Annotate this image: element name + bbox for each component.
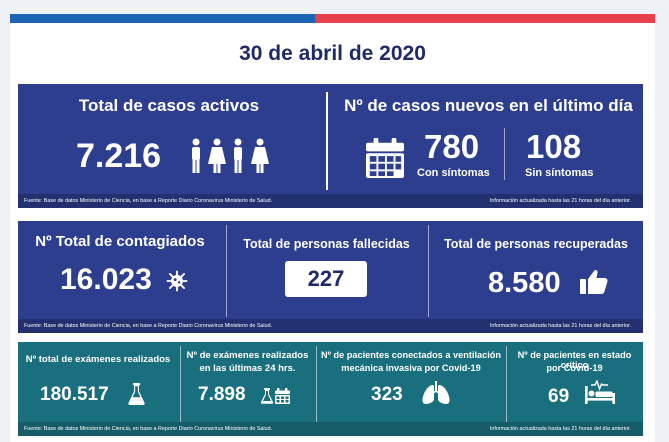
total-infected-value: 16.023 — [60, 263, 152, 296]
critical-title-line1: Nº de pacientes en estado crítico — [517, 350, 632, 370]
total-recovered-title: Total de personas recuperadas — [444, 237, 628, 251]
total-deaths-value: 227 — [307, 266, 345, 291]
lungs-icon — [422, 381, 450, 404]
middle-divider-2 — [428, 225, 429, 317]
new-cases-title: Nº de casos nuevos en el último día — [344, 96, 633, 115]
bottom-divider-2 — [316, 346, 317, 422]
bottom-source-note: Fuente: Base de datos Ministerio de Cien… — [24, 426, 273, 432]
critical-title-line2: por Covid-19 — [546, 363, 603, 373]
total-exams-title: Nº total de exámenes realizados — [25, 354, 171, 365]
bottom-divider-3 — [506, 346, 507, 422]
flag-stripe-blue — [10, 14, 315, 23]
active-cases-value: 7.216 — [76, 137, 162, 175]
ventilation-title-line1: Nº de pacientes conectados a ventilación — [320, 350, 502, 360]
top-updated-note: Información actualizada hasta las 21 hor… — [489, 198, 631, 204]
covid-report-card: 30 de abril de 2020 Total de casos activ… — [10, 14, 655, 442]
bottom-panel-footer: Fuente: Base de datos Ministerio de Cien… — [18, 422, 643, 436]
ventilation-title-line2: mecánica invasiva por Covid-19 — [341, 363, 481, 373]
bottom-panel: Nº total de exámenes realizados 180.517 … — [18, 342, 643, 436]
bottom-divider-1 — [180, 346, 181, 422]
with-symptoms-value: 780 — [424, 128, 480, 165]
flag-stripe-red — [315, 14, 655, 23]
virus-icon — [166, 270, 188, 292]
total-exams-value: 180.517 — [40, 384, 109, 405]
exams-24h-title-line1: Nº de exámenes realizados — [186, 350, 309, 361]
total-recovered-value: 8.580 — [488, 267, 561, 299]
total-deaths-title: Total de personas fallecidas — [243, 237, 410, 251]
calendar-icon — [366, 138, 404, 178]
exams-24h-title-line2: en las últimas 24 hrs. — [199, 363, 296, 374]
middle-source-note: Fuente: Base de datos Ministerio de Cien… — [24, 323, 273, 329]
flask-icon — [128, 383, 145, 405]
thumbs-up-icon — [580, 270, 608, 294]
ventilation-value: 323 — [371, 384, 403, 405]
hospital-bed-icon — [585, 380, 615, 404]
without-symptoms-value: 108 — [526, 128, 582, 165]
total-infected-title: Nº Total de contagiados — [35, 233, 205, 250]
middle-divider-1 — [226, 225, 227, 317]
with-symptoms-label: Con síntomas — [417, 167, 490, 179]
report-date: 30 de abril de 2020 — [239, 42, 426, 65]
new-cases-divider — [504, 128, 505, 180]
active-cases-title: Total de casos activos — [78, 96, 260, 115]
top-panel-footer: Fuente: Base de datos Ministerio de Cien… — [18, 194, 643, 208]
people-icon — [192, 138, 269, 173]
middle-panel: Nº Total de contagiados 16.023 Total de … — [18, 221, 643, 333]
top-source-note: Fuente: Base de datos Ministerio de Cien… — [24, 198, 273, 204]
bottom-updated-note: Información actualizada hasta las 21 hor… — [489, 426, 631, 432]
without-symptoms-label: Sin síntomas — [525, 167, 594, 179]
top-panel: Total de casos activos 7.216 — [18, 84, 643, 208]
flask-calendar-icon — [261, 388, 290, 404]
exams-24h-value: 7.898 — [198, 384, 246, 405]
critical-value: 69 — [548, 386, 570, 407]
middle-panel-footer: Fuente: Base de datos Ministerio de Cien… — [18, 319, 643, 333]
total-deaths-box: 227 — [285, 261, 367, 297]
middle-updated-note: Información actualizada hasta las 21 hor… — [489, 323, 631, 329]
top-panel-divider — [326, 92, 328, 190]
